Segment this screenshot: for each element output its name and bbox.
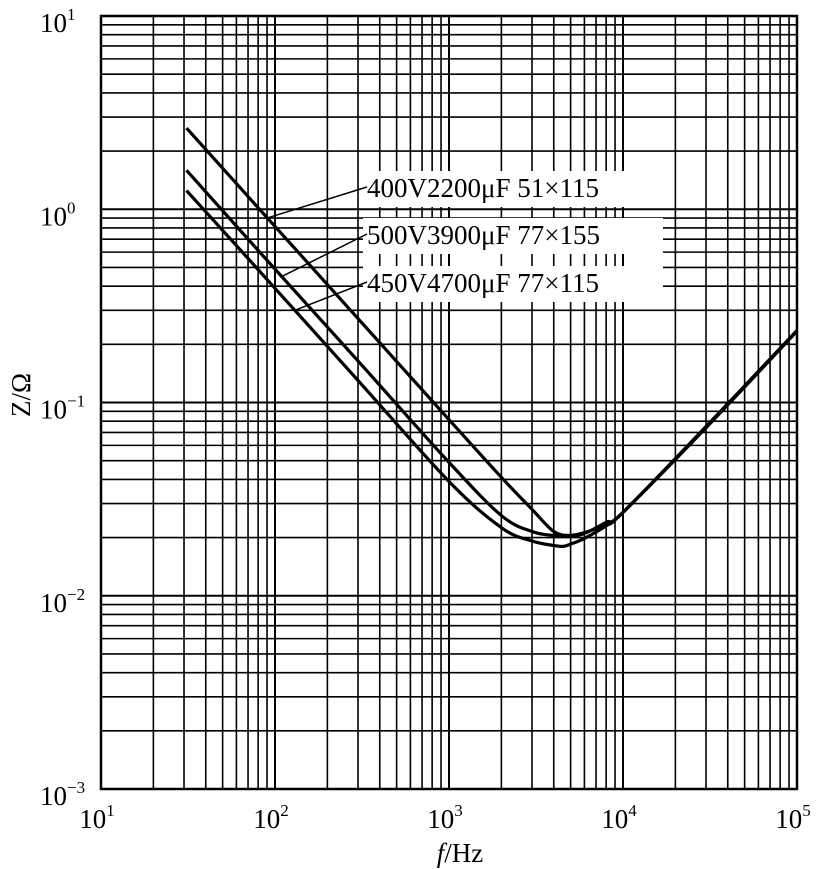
x-tick-label: 103 (427, 801, 463, 834)
x-tick-label: 101 (79, 801, 115, 834)
series-label-background (363, 171, 663, 207)
series-leader-line (281, 233, 368, 277)
x-tick-label: 105 (775, 801, 811, 834)
series-label: 500V3900μF 77×155 (367, 220, 600, 250)
series-leader-line (294, 281, 368, 311)
y-tick-label: 10−2 (40, 585, 85, 618)
y-tick-label: 10−3 (40, 778, 85, 811)
series-label: 450V4700μF 77×115 (367, 268, 599, 298)
series-line-2 (185, 189, 799, 549)
x-tick-label: 102 (253, 801, 289, 834)
series-label: 400V2200μF 51×115 (367, 173, 599, 203)
x-axis-label: f/Hz (437, 838, 484, 868)
series-leader-line (266, 186, 368, 219)
plot-frame (99, 14, 799, 791)
series-label-background (363, 218, 663, 254)
y-axis-label: Z/Ω (6, 373, 36, 417)
y-tick-label: 101 (40, 5, 76, 38)
series-label-background (363, 266, 663, 302)
y-tick-label: 10−1 (40, 392, 85, 425)
x-tick-label: 104 (601, 801, 637, 834)
y-tick-label: 100 (40, 198, 76, 231)
